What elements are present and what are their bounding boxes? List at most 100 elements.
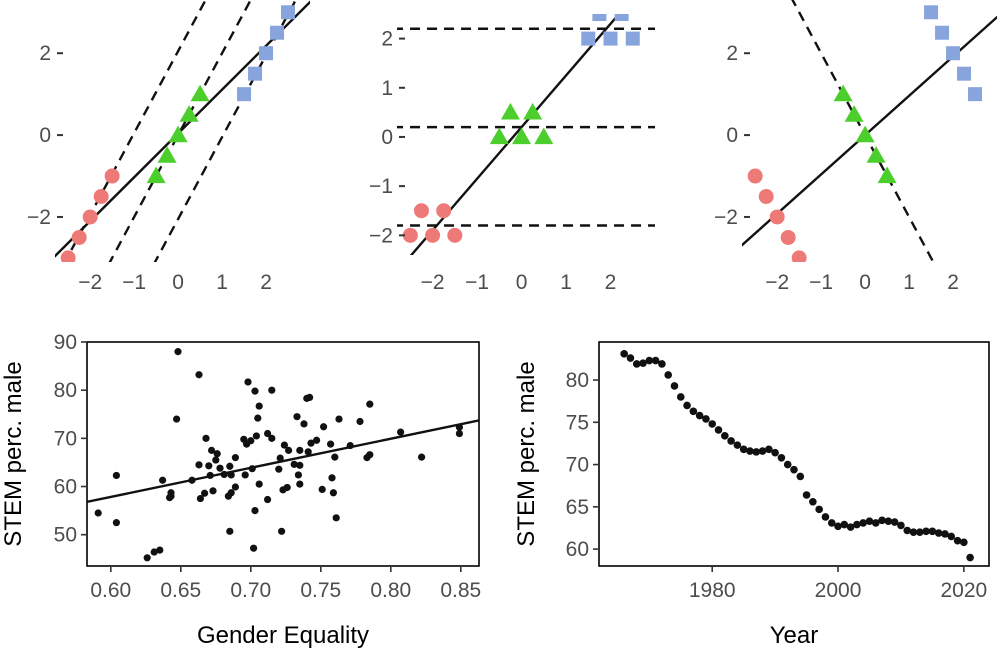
data-point [313, 436, 321, 444]
data-point [195, 371, 203, 379]
data-point [331, 453, 339, 461]
data-point-square [935, 25, 950, 40]
x-tick-label: −2 [765, 271, 789, 294]
x-tick-label: 0.65 [160, 579, 201, 602]
data-point [335, 415, 343, 423]
data-point [188, 476, 196, 484]
data-point [658, 360, 666, 368]
data-point-circle [425, 227, 441, 243]
panel-top-middle: −2 −1 0 1 2 −2 −1 0 1 2 [369, 14, 655, 294]
x-tick-label: 1 [903, 271, 915, 294]
data-point [318, 485, 326, 494]
data-point [758, 447, 767, 455]
dashed-reference-line [153, 0, 298, 262]
y-tick-label: 0 [381, 126, 393, 149]
data-point [244, 378, 252, 386]
x-tick-label: −1 [122, 271, 146, 294]
data-point [156, 546, 164, 554]
data-point [255, 402, 263, 410]
data-point [290, 460, 298, 468]
data-point [953, 536, 962, 545]
data-point [809, 497, 817, 506]
data-point [213, 450, 221, 458]
data-point [455, 429, 463, 438]
data-point-square [581, 31, 596, 46]
data-point [783, 460, 792, 469]
data-point-square [614, 14, 629, 21]
data-point [356, 417, 364, 426]
data-point [166, 493, 174, 502]
data-point-circle [71, 229, 87, 245]
data-point [275, 465, 283, 473]
data-point-circle [791, 250, 807, 262]
data-point [366, 400, 374, 408]
data-point [765, 445, 773, 454]
data-point [947, 532, 956, 541]
x-tick-label: 2 [605, 271, 617, 294]
x-tick-label: 0.80 [370, 579, 411, 602]
data-point-triangle [168, 125, 188, 143]
data-point [871, 519, 880, 527]
y-axis-label: STEM perc. male [513, 361, 540, 546]
x-tick-label: 2020 [940, 579, 987, 602]
data-point-triangle [489, 127, 509, 145]
data-point [632, 360, 641, 368]
data-point [206, 471, 214, 480]
x-tick-label: 2000 [815, 579, 862, 602]
data-point [293, 413, 301, 421]
data-point [934, 529, 943, 537]
data-point [306, 393, 314, 401]
data-point [752, 448, 761, 456]
x-axis-label: Year [770, 622, 819, 649]
data-point [226, 462, 234, 470]
data-point [300, 420, 308, 428]
data-point [248, 465, 256, 473]
data-point [296, 461, 304, 469]
y-tick-label: 2 [39, 42, 51, 65]
data-point [251, 387, 259, 395]
data-point [254, 414, 262, 422]
data-point [209, 487, 217, 495]
data-point [250, 544, 258, 552]
data-point-square [259, 46, 274, 61]
y-axis-label: STEM perc. male [0, 361, 27, 546]
data-point-square [248, 66, 263, 81]
x-tick-label: −2 [78, 271, 102, 294]
data-point [714, 426, 723, 434]
data-point [285, 446, 293, 454]
data-point [279, 486, 287, 494]
data-point [366, 451, 374, 459]
data-point-square [968, 87, 983, 102]
data-point [224, 492, 232, 500]
regression-line [55, 0, 310, 258]
data-point [202, 434, 210, 442]
data-point-square [625, 31, 640, 46]
data-point [231, 454, 239, 462]
data-point-triangle [855, 125, 875, 143]
data-point-circle [758, 189, 774, 204]
data-point [418, 453, 426, 461]
y-tick-label: 90 [54, 331, 77, 354]
data-point-triangle [157, 146, 177, 163]
y-tick-label: 75 [566, 411, 589, 434]
data-point [790, 465, 798, 474]
data-point [216, 464, 224, 472]
data-point [159, 476, 167, 484]
data-point [771, 448, 779, 457]
data-point [174, 348, 182, 356]
panel-top-right: −2 0 2 −2 −1 0 1 2 [714, 0, 997, 294]
data-point-triangle [866, 146, 886, 163]
y-tick-label: −2 [714, 206, 738, 229]
panel-top-left: −2 0 2 −2 −1 0 1 2 [27, 0, 310, 294]
x-tick-label: 1980 [689, 579, 736, 602]
y-tick-label: 0 [726, 124, 738, 147]
data-point [853, 520, 861, 529]
data-point-square [237, 87, 252, 102]
data-point [329, 489, 337, 497]
data-point [859, 519, 867, 527]
y-tick-label: 2 [726, 42, 738, 65]
data-point-triangle [844, 105, 864, 122]
y-tick-label: −2 [27, 206, 51, 229]
data-point [307, 439, 315, 447]
data-point [878, 516, 886, 525]
